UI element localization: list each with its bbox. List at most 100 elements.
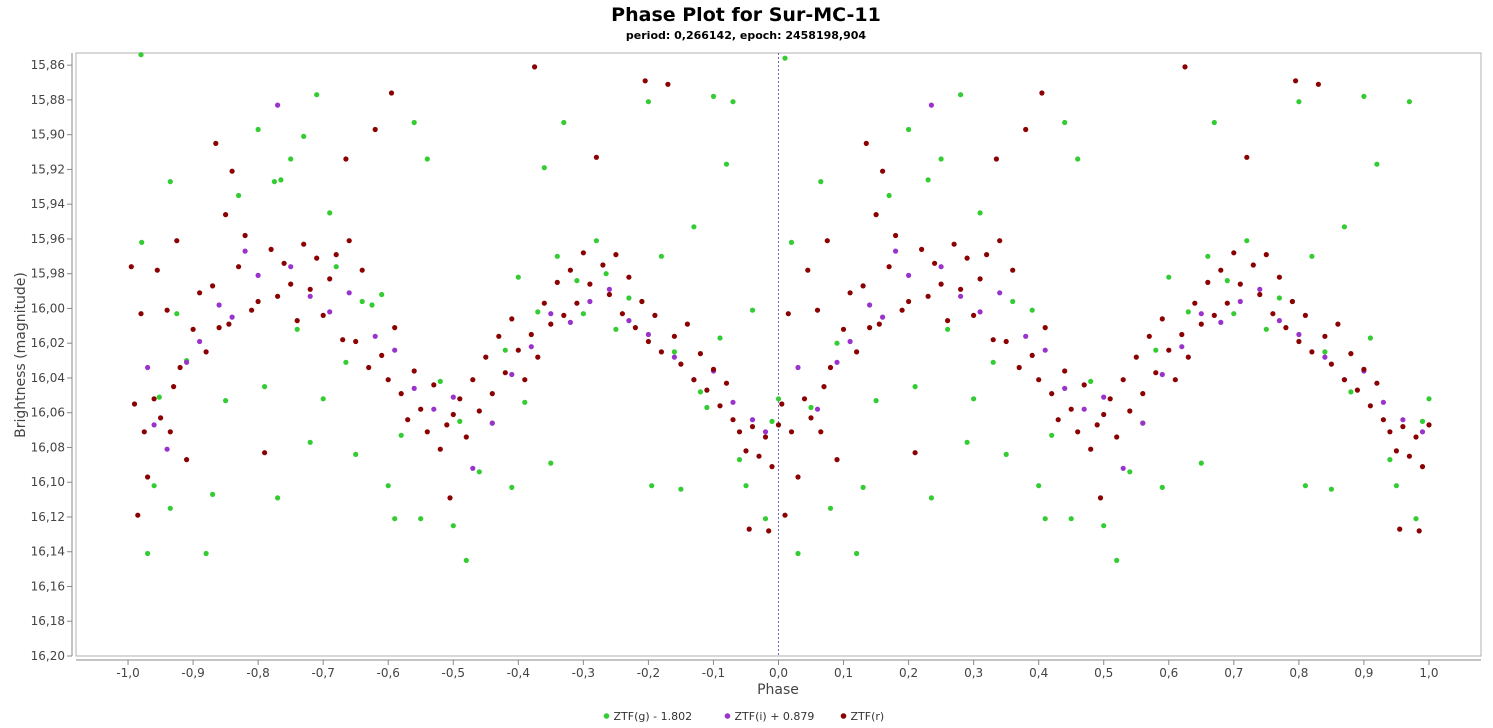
data-point xyxy=(1244,238,1250,244)
data-point xyxy=(658,349,665,355)
x-tick-label: -0,4 xyxy=(507,666,530,680)
data-point xyxy=(1302,483,1308,489)
data-point xyxy=(1244,154,1250,160)
data-point xyxy=(411,119,417,126)
data-point xyxy=(548,321,554,327)
data-point xyxy=(788,239,795,245)
data-point xyxy=(1049,391,1055,397)
data-point xyxy=(762,434,769,440)
data-point xyxy=(821,384,827,390)
data-point xyxy=(1062,119,1068,126)
data-point xyxy=(808,404,814,411)
data-point xyxy=(580,311,587,317)
data-point xyxy=(268,246,274,252)
data-point xyxy=(294,318,300,324)
data-point xyxy=(873,212,879,218)
data-point xyxy=(730,399,736,405)
data-point xyxy=(867,302,873,308)
data-point xyxy=(1062,385,1068,391)
data-point xyxy=(971,312,977,318)
data-point xyxy=(1387,429,1393,435)
data-point xyxy=(411,385,417,391)
data-point xyxy=(320,312,326,318)
data-point xyxy=(1400,424,1406,430)
data-point xyxy=(151,396,157,402)
data-point xyxy=(1097,495,1104,501)
data-point xyxy=(346,290,352,296)
y-tick-label: 15,98 xyxy=(31,267,65,281)
x-axis-label: Phase xyxy=(757,682,799,698)
data-point xyxy=(431,406,437,412)
data-point xyxy=(135,512,141,518)
legend-label: ZTF(r) xyxy=(851,710,885,723)
data-point xyxy=(958,286,964,292)
data-point xyxy=(167,179,173,185)
data-point xyxy=(203,349,209,355)
data-point xyxy=(860,484,866,490)
data-point xyxy=(769,464,775,470)
data-point xyxy=(1263,252,1269,258)
data-point xyxy=(1081,382,1087,388)
data-point xyxy=(515,347,521,353)
data-point xyxy=(834,457,840,463)
data-point xyxy=(801,396,808,402)
data-point xyxy=(1075,429,1081,435)
data-point xyxy=(1218,319,1224,325)
data-point xyxy=(645,338,652,345)
data-point xyxy=(593,154,600,160)
data-point xyxy=(388,90,395,96)
data-point xyxy=(190,326,196,332)
data-point xyxy=(476,408,482,414)
data-point xyxy=(353,451,359,457)
data-point xyxy=(502,347,508,353)
data-point xyxy=(1159,371,1165,378)
data-point xyxy=(779,401,785,407)
data-point xyxy=(684,321,691,327)
data-point xyxy=(255,298,261,305)
data-point xyxy=(1068,516,1074,522)
data-point xyxy=(990,359,996,365)
data-point xyxy=(574,278,580,284)
data-point xyxy=(658,253,665,259)
data-point xyxy=(678,486,684,492)
data-point xyxy=(782,55,788,61)
data-point xyxy=(1211,119,1217,126)
y-tick-label: 16,16 xyxy=(31,579,65,593)
data-point xyxy=(827,364,834,371)
data-point xyxy=(450,523,456,529)
data-point xyxy=(281,260,287,266)
y-tick-label: 16,20 xyxy=(31,649,65,663)
data-point xyxy=(554,253,560,259)
data-point xyxy=(886,192,892,199)
y-tick-label: 16,12 xyxy=(31,510,65,524)
data-point xyxy=(567,267,574,273)
data-point xyxy=(782,512,788,518)
data-point xyxy=(1185,309,1191,315)
data-point xyxy=(359,298,365,305)
data-point xyxy=(1198,460,1204,466)
data-point xyxy=(242,248,248,254)
x-tick-label: 0,2 xyxy=(899,666,918,680)
x-tick-label: 0,3 xyxy=(964,666,983,680)
data-point xyxy=(964,439,970,445)
data-point xyxy=(1068,406,1074,412)
data-point xyxy=(346,238,352,244)
data-point xyxy=(1237,298,1243,305)
y-tick-label: 16,14 xyxy=(31,545,65,559)
y-tick-label: 15,92 xyxy=(31,162,65,176)
data-point xyxy=(1010,267,1016,273)
data-point xyxy=(977,210,983,216)
data-point xyxy=(167,429,173,435)
data-point xyxy=(1075,156,1081,162)
data-point xyxy=(824,238,830,244)
data-point xyxy=(775,396,782,402)
data-point xyxy=(906,272,912,278)
data-point xyxy=(359,267,365,273)
data-point xyxy=(1328,361,1334,367)
y-tick-label: 16,00 xyxy=(31,301,65,315)
data-point xyxy=(392,325,398,331)
data-point xyxy=(418,516,424,522)
data-points-layer xyxy=(128,52,1432,564)
data-point xyxy=(795,364,801,371)
